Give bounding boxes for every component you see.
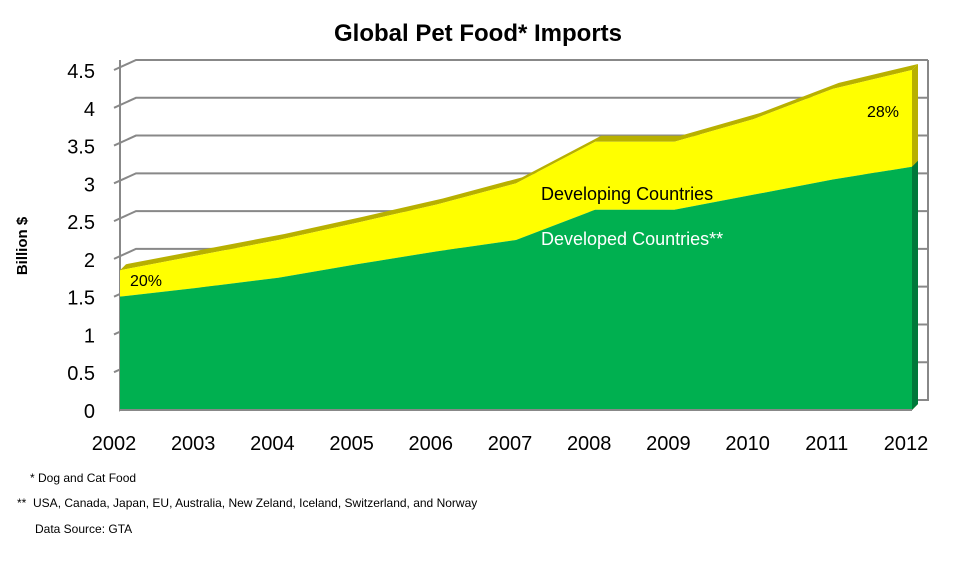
y-tick-label: 2 bbox=[84, 250, 95, 272]
y-tick-label: 3.5 bbox=[67, 137, 95, 159]
x-tick-label: 2003 bbox=[171, 433, 216, 455]
chart-svg: Global Pet Food* Imports 0 0.5 1 1.5 2 2.5 3 3.… bbox=[14, 20, 929, 455]
x-tick-label: 2006 bbox=[409, 433, 454, 455]
x-tick-label: 2010 bbox=[725, 433, 770, 455]
area-developing-countries bbox=[120, 70, 912, 297]
x-tick-label: 2007 bbox=[488, 433, 533, 455]
gridline bbox=[113, 96, 928, 109]
gridline bbox=[113, 134, 928, 147]
y-tick-label: 1 bbox=[84, 325, 95, 347]
annotation-share-2002: 20% bbox=[130, 273, 162, 290]
area-top-edge bbox=[120, 64, 918, 271]
series-label-developed: Developed Countries** bbox=[541, 229, 723, 249]
y-tick-label: 0 bbox=[84, 401, 95, 423]
annotation-share-2012: 28% bbox=[867, 104, 899, 121]
x-tick-label: 2012 bbox=[884, 433, 929, 455]
x-tick-label: 2008 bbox=[567, 433, 612, 455]
x-tick-label: 2002 bbox=[92, 433, 137, 455]
area-side-green bbox=[912, 160, 918, 410]
y-tick-label: 3 bbox=[84, 174, 95, 196]
footnote-marker-1: * bbox=[30, 471, 35, 485]
footnote-developed-countries: ** USA, Canada, Japan, EU, Australia, Ne… bbox=[17, 496, 477, 510]
chart-title: Global Pet Food* Imports bbox=[334, 20, 622, 47]
y-axis-label: Billion $ bbox=[14, 216, 31, 275]
x-tick-label: 2005 bbox=[329, 433, 374, 455]
y-tick-label: 4.5 bbox=[67, 61, 95, 83]
y-tick-label: 2.5 bbox=[67, 212, 95, 234]
footnote-text-1: Dog and Cat Food bbox=[38, 471, 137, 485]
y-tick-label: 4 bbox=[84, 99, 95, 121]
y-tick-labels: 0 0.5 1 1.5 2 2.5 3 3.5 4 4.5 bbox=[67, 61, 95, 423]
x-tick-label: 2011 bbox=[805, 433, 848, 455]
y-tick-label: 1.5 bbox=[67, 288, 95, 310]
x-tick-label: 2009 bbox=[646, 433, 691, 455]
data-source: Data Source: GTA bbox=[35, 522, 133, 536]
gridline bbox=[113, 59, 928, 71]
area-series bbox=[120, 64, 918, 410]
x-tick-label: 2004 bbox=[250, 433, 295, 455]
footnote-dog-cat: * Dog and Cat Food bbox=[30, 471, 136, 485]
x-tick-labels: 2002 2003 2004 2005 2006 2007 2008 2009 2010 2011… bbox=[92, 433, 929, 455]
y-tick-label: 0.5 bbox=[67, 363, 95, 385]
footnote-text-2: USA, Canada, Japan, EU, Australia, New Z… bbox=[33, 496, 478, 510]
series-label-developing: Developing Countries bbox=[541, 184, 713, 204]
area-developed-countries bbox=[120, 166, 912, 410]
footnote-marker-2: ** bbox=[17, 496, 27, 510]
